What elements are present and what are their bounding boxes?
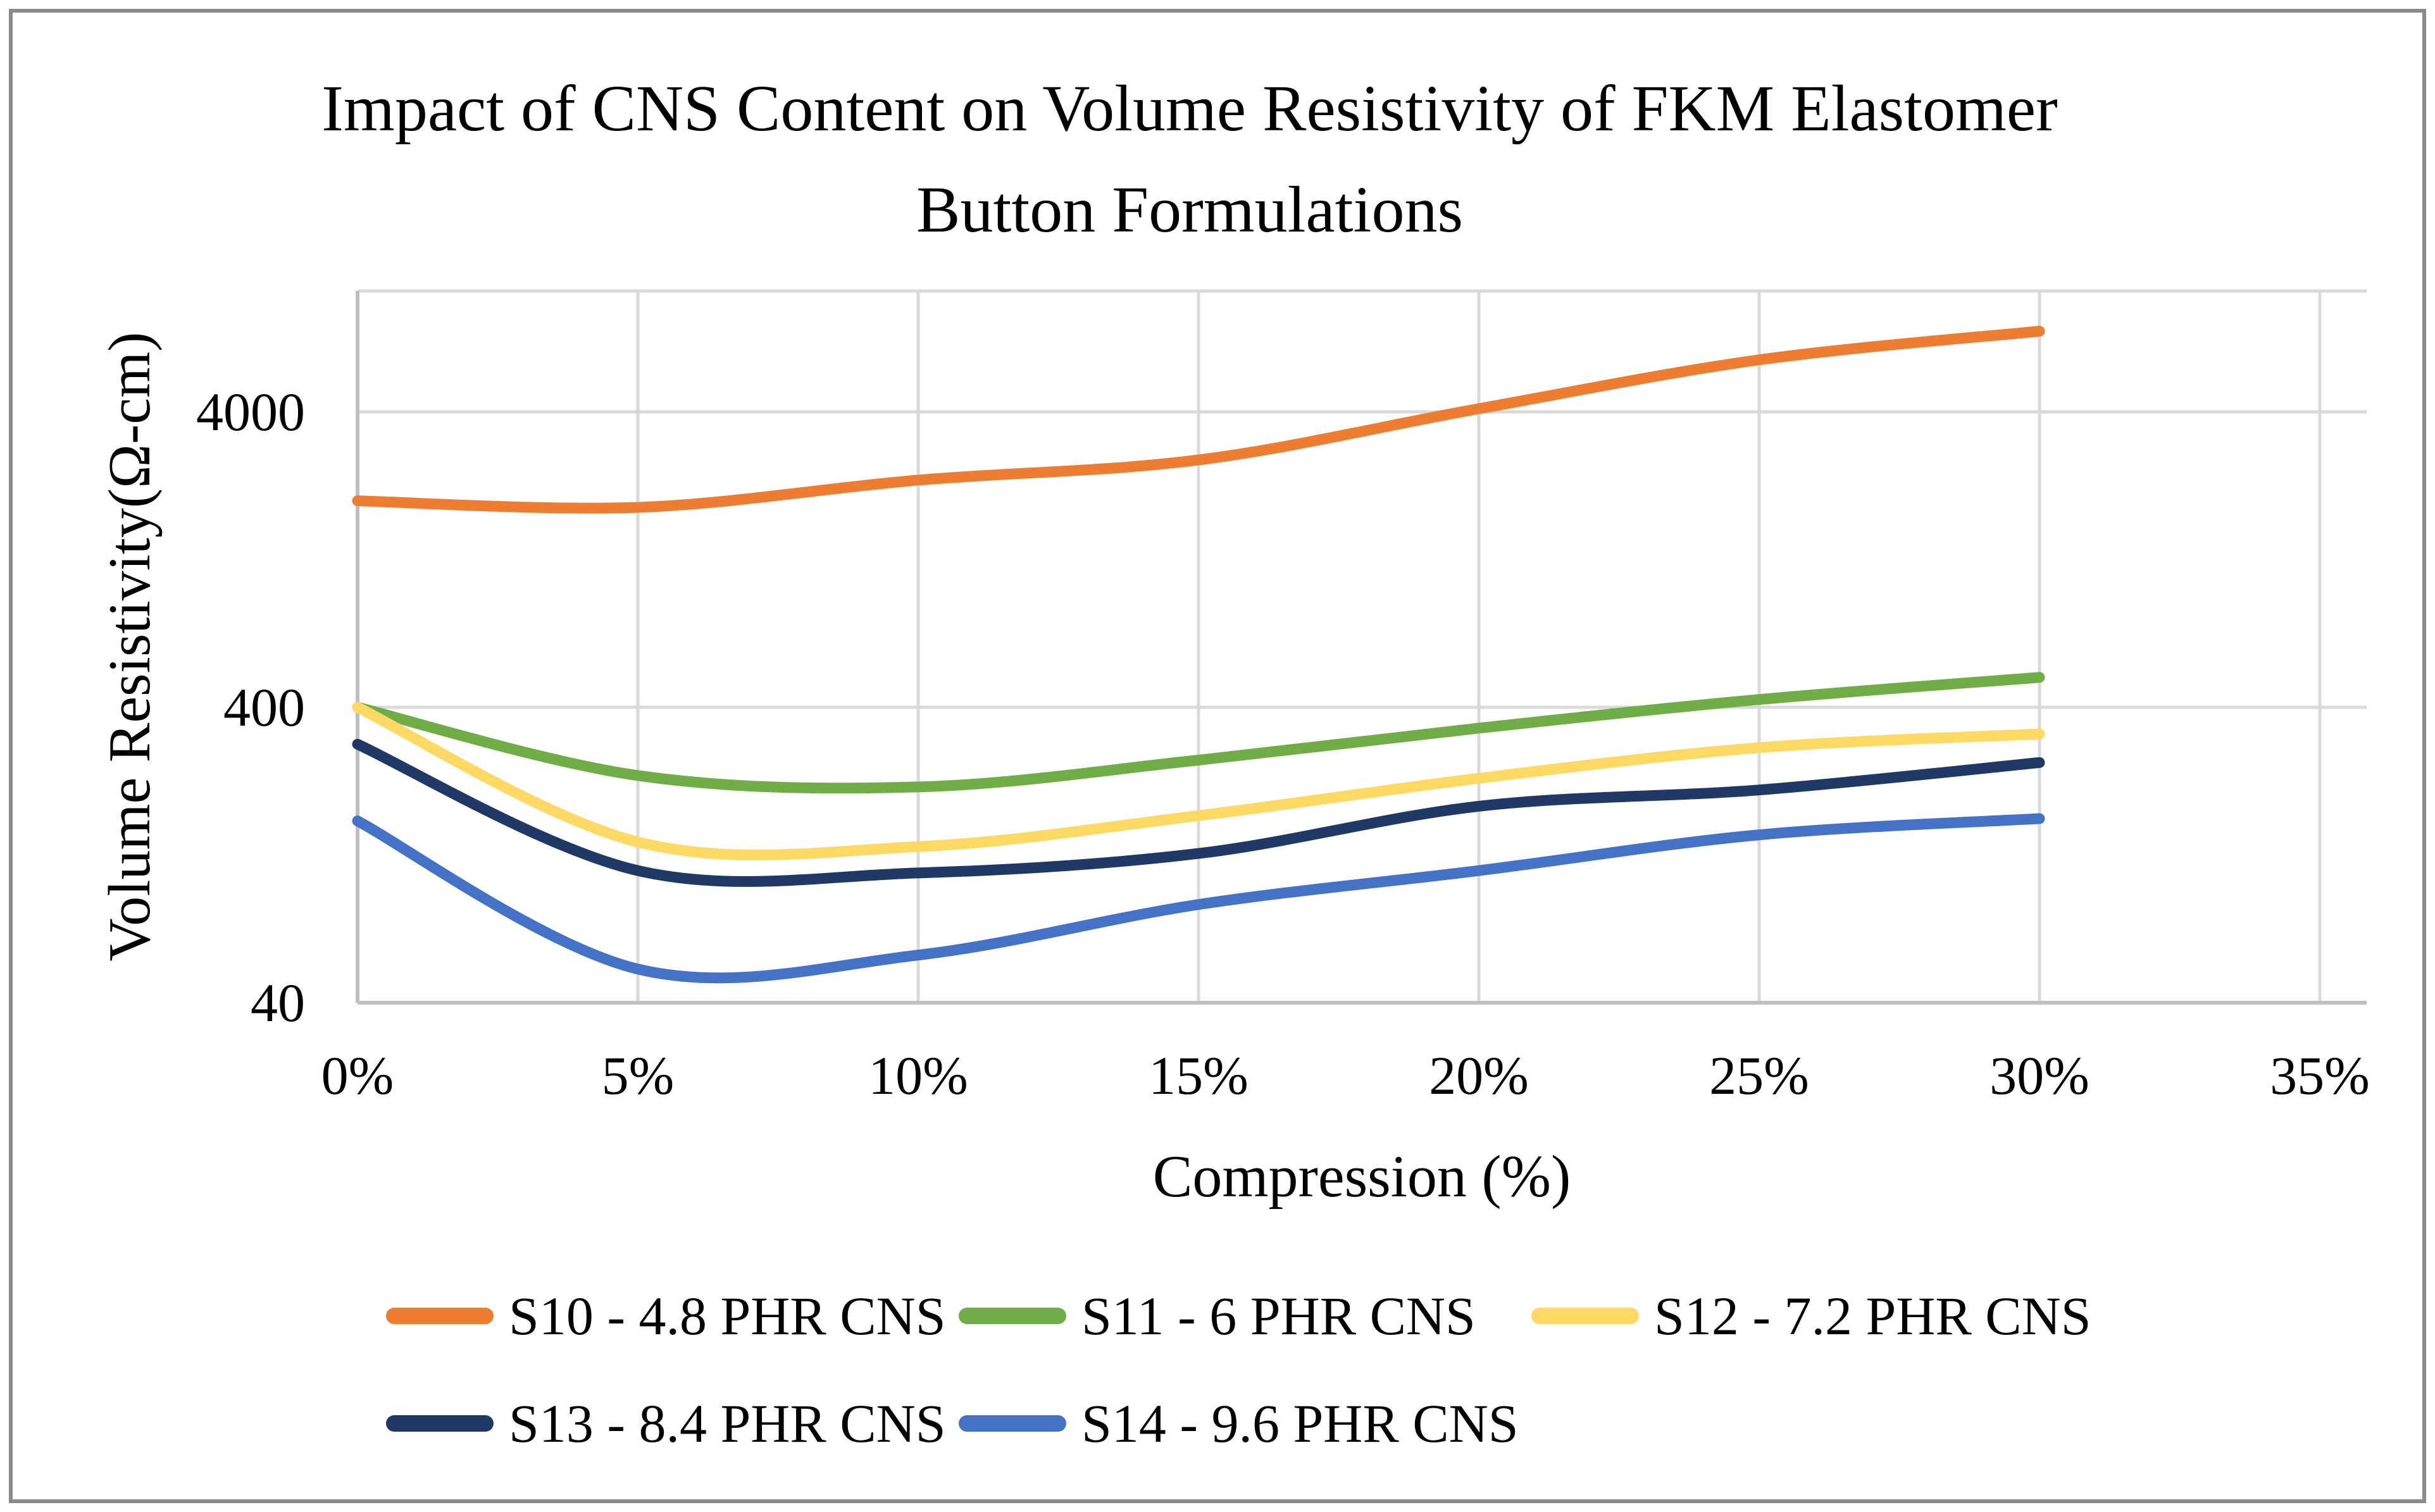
series-line-s12 xyxy=(352,702,2045,860)
legend-line-swatch-icon xyxy=(959,1415,1066,1432)
x-tick-label: 10% xyxy=(868,1045,968,1106)
chart-title-line-1: Impact of CNS Content on Volume Resistiv… xyxy=(321,72,2058,145)
legend-label: S13 - 8.4 PHR CNS xyxy=(509,1393,946,1454)
legend-label: S12 - 7.2 PHR CNS xyxy=(1654,1286,2091,1346)
series-line-s14 xyxy=(352,813,2045,984)
x-tick-label: 30% xyxy=(1990,1045,2089,1106)
series-line-s11 xyxy=(352,672,2045,794)
legend-line-swatch-icon xyxy=(386,1308,494,1324)
legend-line-swatch-icon xyxy=(959,1308,1066,1324)
x-axis-title: Compression (%) xyxy=(1152,1144,1571,1210)
legend-item-s12: S12 - 7.2 PHR CNS xyxy=(1531,1283,2091,1349)
legend-line-swatch-icon xyxy=(1531,1308,1639,1324)
chart-title-line-2: Button Formulations xyxy=(916,173,1463,246)
x-tick-label: 25% xyxy=(1709,1045,1809,1106)
series-line-s13 xyxy=(352,738,2045,887)
y-tick-label: 400 xyxy=(223,677,305,738)
legend-item-s11: S11 - 6 PHR CNS xyxy=(959,1283,1476,1349)
x-tick-label: 35% xyxy=(2270,1045,2370,1106)
legend-line-swatch-icon xyxy=(386,1415,494,1432)
y-tick-label: 40 xyxy=(251,972,305,1033)
legend-label: S11 - 6 PHR CNS xyxy=(1081,1286,1476,1346)
legend-item-s10: S10 - 4.8 PHR CNS xyxy=(386,1283,946,1349)
x-tick-label: 5% xyxy=(601,1045,675,1106)
x-tick-label: 0% xyxy=(321,1045,394,1106)
x-tick-label: 15% xyxy=(1149,1045,1249,1106)
legend-label: S10 - 4.8 PHR CNS xyxy=(509,1286,946,1346)
series-line-s10 xyxy=(352,326,2045,514)
x-tick-label: 20% xyxy=(1429,1045,1529,1106)
legend-item-s13: S13 - 8.4 PHR CNS xyxy=(386,1391,946,1456)
y-tick-label: 4000 xyxy=(196,381,305,442)
legend-label: S14 - 9.6 PHR CNS xyxy=(1081,1393,1519,1454)
legend-item-s14: S14 - 9.6 PHR CNS xyxy=(959,1391,1519,1456)
